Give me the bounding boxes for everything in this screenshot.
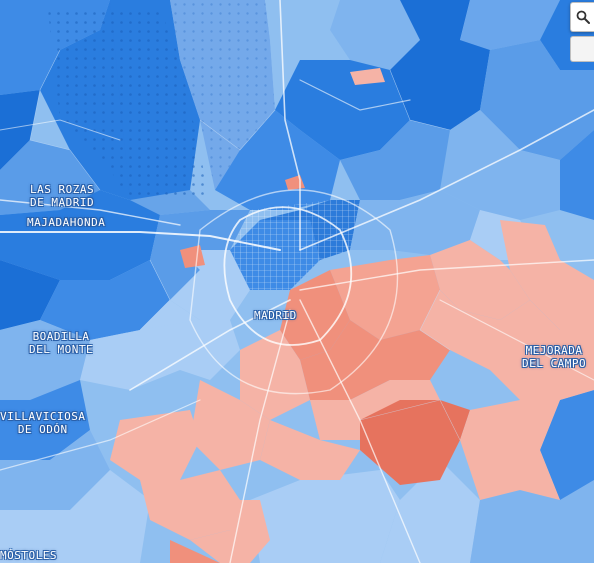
label-mostoles: MÓSTOLES	[0, 549, 57, 562]
label-mejorada: MEJORADA DEL CAMPO	[522, 344, 587, 370]
label-las-rozas: LAS ROZAS DE MADRID	[30, 183, 95, 209]
label-villaviciosa: VILLAVICIOSA DE ODÓN	[0, 410, 86, 436]
district-borders	[29, 49, 461, 441]
red-districts	[110, 68, 594, 563]
search-icon	[576, 10, 590, 24]
label-madrid: MADRID	[254, 309, 297, 322]
label-boadilla: BOADILLA DEL MONTE	[29, 330, 94, 356]
map-panel-toggle[interactable]	[570, 36, 594, 62]
map-search-button[interactable]	[570, 2, 594, 32]
label-majadahonda: MAJADAHONDA	[27, 216, 106, 229]
